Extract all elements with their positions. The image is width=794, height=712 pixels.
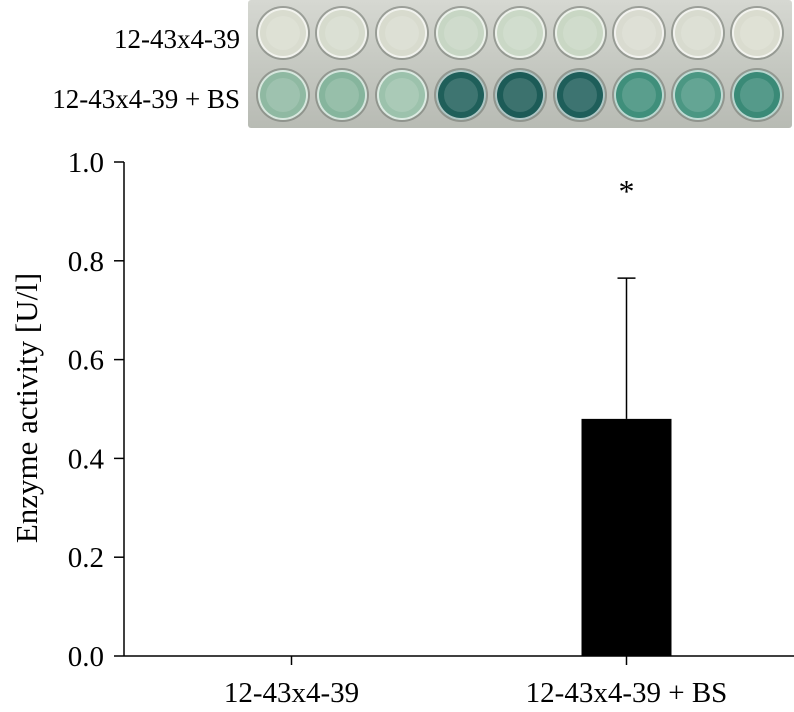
- plate-well: [673, 70, 724, 120]
- plate-well: [495, 8, 546, 58]
- bar: [581, 418, 672, 656]
- y-axis-label: Enzyme activity [U/l]: [9, 273, 44, 543]
- plate-well: [495, 70, 546, 120]
- plate-well: [554, 8, 605, 58]
- y-tick-label: 1.0: [68, 147, 104, 179]
- plate-well: [732, 70, 783, 120]
- y-tick-label: 0.4: [68, 443, 105, 475]
- y-tick-label: 0.0: [68, 641, 104, 673]
- plate-well: [435, 70, 486, 120]
- plate-row-label-1: 12-43x4-39: [114, 24, 240, 54]
- x-tick-label: 12-43x4-39 + BS: [526, 677, 728, 709]
- plate-well: [258, 8, 308, 58]
- y-tick-label: 0.2: [68, 542, 104, 574]
- axes: 0.0 0.2 0.4 0.6 0.8 1.0 12-43x4-39 12-43x4-39 +…: [68, 147, 794, 709]
- plate-well: [673, 8, 724, 58]
- y-tick-label: 0.6: [68, 345, 104, 377]
- x-tick-label: 12-43x4-39: [224, 677, 359, 709]
- plate-well: [732, 8, 783, 58]
- plate-well: [435, 8, 486, 58]
- plate-well: [317, 70, 368, 120]
- y-tick-label: 0.8: [68, 246, 104, 278]
- significance-marker: *: [619, 173, 635, 209]
- plate-well: [258, 70, 308, 120]
- plate-well: [554, 70, 605, 120]
- plate-well: [317, 8, 368, 58]
- chart-marks: *: [581, 173, 672, 656]
- plate-well: [376, 8, 427, 58]
- plate-well: [613, 70, 664, 120]
- plate-well: [376, 70, 427, 120]
- plate-row-label-2: 12-43x4-39 + BS: [52, 84, 240, 114]
- well-plate-photo: [248, 0, 792, 128]
- plate-well: [613, 8, 664, 58]
